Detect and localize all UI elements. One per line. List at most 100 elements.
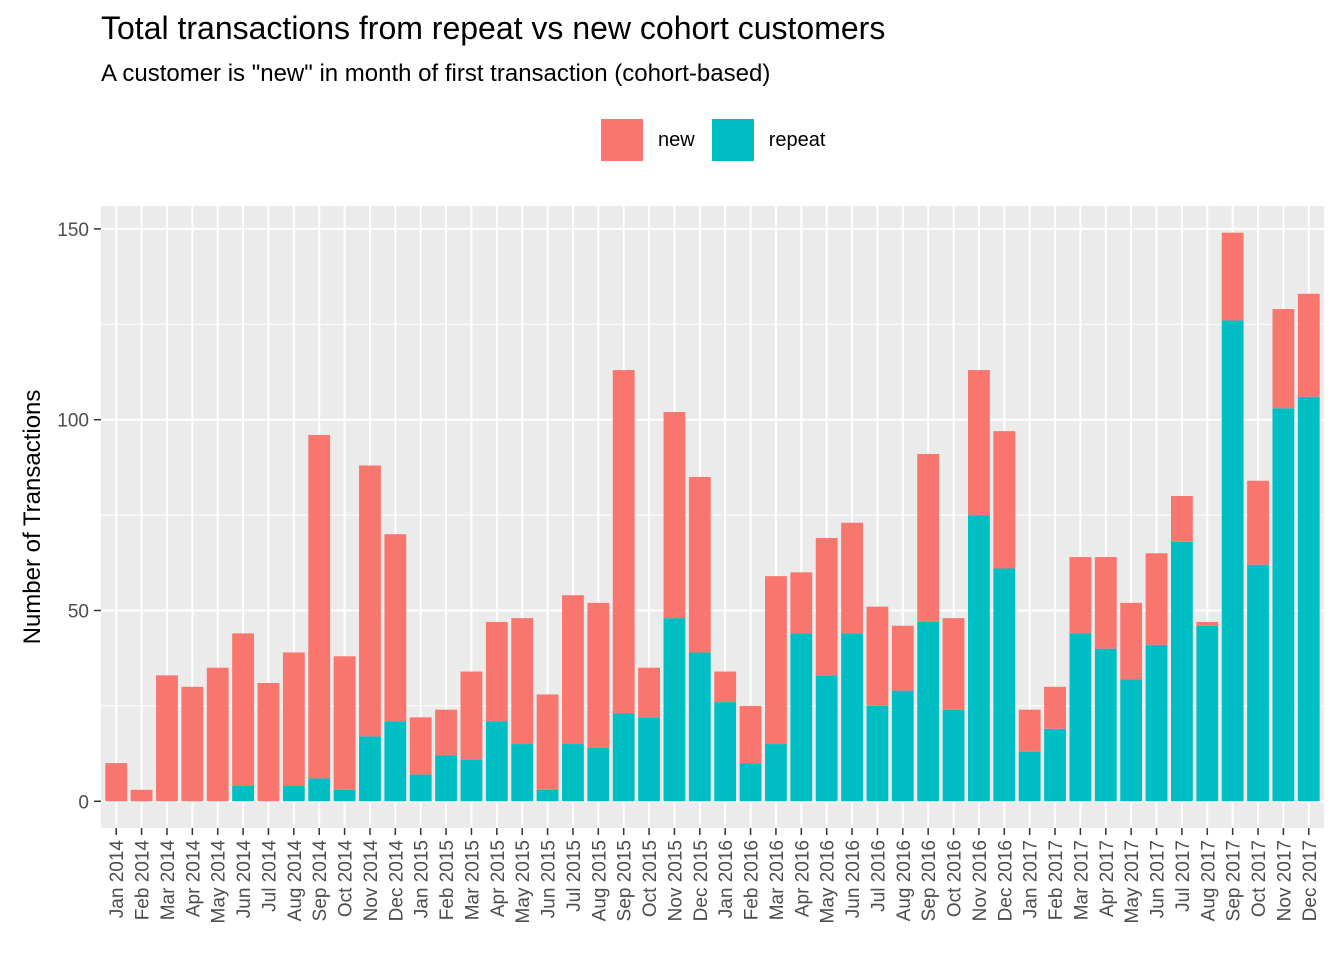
bar-repeat — [409, 774, 432, 802]
bar-repeat — [917, 621, 940, 802]
bar-repeat — [536, 789, 559, 802]
legend-label-repeat: repeat — [768, 128, 826, 151]
bar-repeat — [485, 721, 508, 802]
bar-new — [105, 763, 128, 802]
x-tick-label: Dec 2015 — [691, 840, 712, 921]
bar-repeat — [1120, 679, 1143, 802]
x-tick-label: Mar 2014 — [158, 840, 179, 921]
bar-repeat — [815, 675, 838, 802]
bar-repeat — [1221, 320, 1244, 802]
bar-new — [1094, 557, 1117, 649]
legend-item-new: new — [600, 118, 695, 162]
bar-new — [511, 618, 534, 745]
bar-repeat — [1170, 541, 1193, 802]
bar-repeat — [612, 713, 635, 802]
bar-new — [359, 465, 381, 737]
bar-new — [1272, 309, 1295, 409]
x-tick-label: Oct 2016 — [945, 840, 966, 917]
bar-repeat — [1018, 751, 1041, 802]
bar-repeat — [968, 515, 990, 802]
x-tick-label: Jul 2016 — [868, 840, 889, 912]
bar-repeat — [1196, 625, 1219, 802]
legend-item-repeat: repeat — [710, 118, 826, 162]
x-tick-label: May 2016 — [818, 840, 839, 923]
x-tick-label: Mar 2015 — [462, 840, 483, 920]
bar-new — [257, 682, 280, 802]
x-tick-label: Feb 2017 — [1046, 840, 1067, 920]
bar-new — [156, 675, 178, 802]
x-tick-label: Aug 2015 — [589, 840, 610, 921]
x-tick-label: Jun 2015 — [539, 840, 560, 918]
bar-new — [993, 431, 1016, 569]
bar-new — [536, 694, 559, 790]
x-tick-label: Apr 2017 — [1097, 840, 1118, 917]
bar-repeat — [993, 568, 1016, 802]
bar-repeat — [688, 652, 711, 802]
x-tick-label: Apr 2014 — [183, 840, 204, 918]
bar-new — [1170, 496, 1193, 542]
bar-repeat — [587, 747, 610, 802]
bar-new — [688, 476, 711, 653]
bar-repeat — [359, 736, 381, 802]
bar-new — [409, 717, 432, 775]
x-tick-label: Jul 2015 — [564, 840, 585, 912]
bar-new — [1196, 621, 1219, 626]
bar-new — [815, 537, 838, 676]
legend-key-repeat — [710, 118, 755, 162]
bar-repeat — [1094, 648, 1117, 802]
bar-repeat — [1247, 564, 1269, 802]
bar-repeat — [663, 618, 686, 802]
x-tick-label: Aug 2017 — [1198, 840, 1219, 921]
bar-new — [612, 370, 635, 714]
bar-new — [206, 667, 229, 802]
legend-key-new — [600, 118, 644, 162]
bar-new — [942, 618, 965, 710]
x-tick-label: Jun 2016 — [843, 840, 864, 918]
bar-repeat — [384, 721, 407, 802]
x-tick-label: Apr 2016 — [792, 840, 813, 917]
bar-repeat — [790, 633, 813, 802]
bar-repeat — [308, 778, 331, 802]
y-tick-label: 50 — [68, 601, 89, 622]
bar-repeat — [562, 744, 584, 802]
chart-subtitle: A customer is "new" in month of first tr… — [101, 60, 771, 87]
x-tick-label: Feb 2015 — [437, 840, 458, 920]
bar-new — [891, 625, 914, 691]
x-tick-label: Jul 2017 — [1173, 840, 1194, 912]
x-tick-label: Nov 2014 — [361, 840, 382, 922]
x-tick-label: Jan 2016 — [716, 840, 737, 918]
y-tick-label: 150 — [57, 220, 89, 241]
y-tick-label: 100 — [57, 411, 89, 432]
bar-new — [308, 434, 331, 779]
bar-repeat — [638, 717, 660, 802]
bar-new — [1145, 553, 1168, 645]
bar-new — [384, 534, 407, 722]
x-tick-label: Oct 2017 — [1249, 840, 1270, 917]
x-tick-label: Apr 2015 — [488, 840, 509, 917]
bar-repeat — [714, 702, 737, 802]
bar-new — [1044, 686, 1066, 729]
x-tick-label: Sep 2015 — [615, 840, 636, 921]
bar-new — [790, 572, 813, 634]
bar-repeat — [765, 744, 787, 802]
bar-repeat — [435, 755, 457, 802]
bar-repeat — [1145, 644, 1168, 802]
bar-repeat — [739, 763, 762, 802]
bar-new — [663, 412, 686, 619]
bar-repeat — [333, 789, 356, 802]
chart-title: Total transactions from repeat vs new co… — [101, 10, 886, 46]
bar-new — [1018, 709, 1041, 752]
bar-new — [917, 454, 940, 622]
bar-new — [1069, 557, 1092, 634]
x-tick-label: Nov 2016 — [970, 840, 991, 921]
x-tick-label: Feb 2014 — [133, 840, 154, 921]
x-tick-label: Jan 2014 — [107, 840, 128, 919]
legend-label-new: new — [658, 128, 695, 151]
bar-repeat — [282, 786, 305, 802]
x-tick-label: Oct 2014 — [336, 840, 357, 918]
bar-repeat — [232, 786, 255, 802]
x-tick-label: Dec 2017 — [1300, 840, 1321, 921]
x-tick-label: Jan 2017 — [1021, 840, 1042, 918]
x-tick-label: May 2015 — [513, 840, 534, 923]
